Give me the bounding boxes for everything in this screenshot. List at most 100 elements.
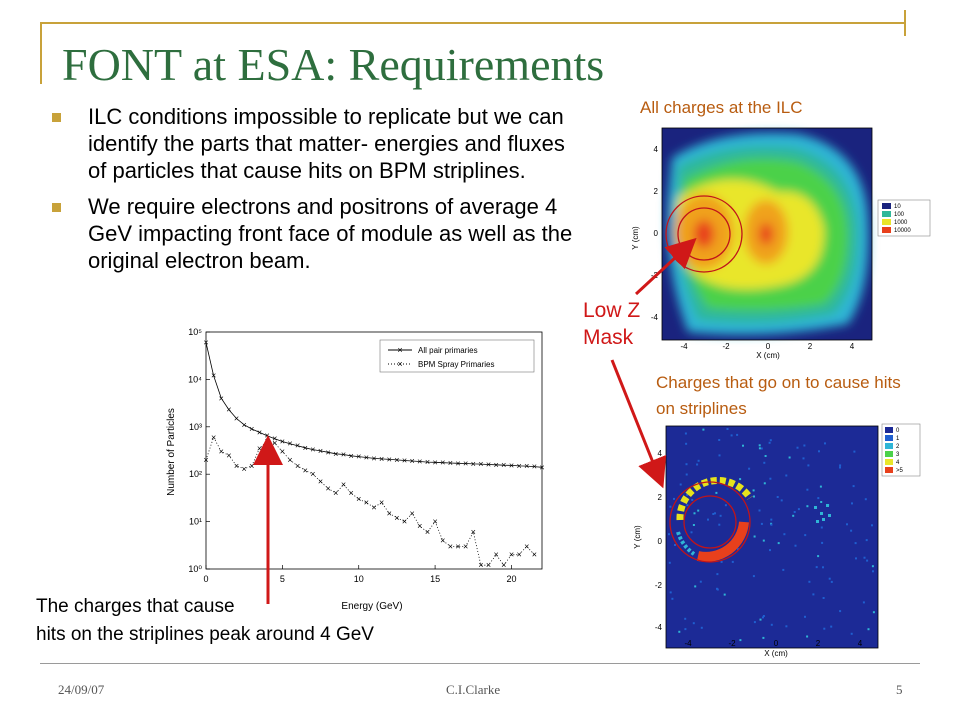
speckle <box>758 444 761 447</box>
data-point-marker: × <box>494 460 499 470</box>
speckle <box>839 610 842 613</box>
y-axis-label: Number of Particles <box>166 408 177 496</box>
speckle <box>815 566 818 569</box>
y-tick-label: 4 <box>658 449 663 458</box>
series-line <box>205 436 535 566</box>
x-tick-label: 2 <box>816 639 821 648</box>
legend-swatch <box>885 427 893 433</box>
hotspot-right <box>759 223 773 245</box>
all-charges-label: All charges at the ILC <box>640 98 803 117</box>
data-point-marker: × <box>295 441 300 451</box>
speckle <box>871 565 874 568</box>
speckle <box>812 593 815 596</box>
data-point-marker: × <box>410 508 415 518</box>
plot-frame <box>661 127 873 341</box>
data-point-marker: × <box>326 447 331 457</box>
hotspot-left <box>694 220 714 248</box>
speckle <box>715 491 718 494</box>
speckle <box>694 585 697 588</box>
speckle <box>748 467 751 470</box>
speckle <box>819 485 822 488</box>
data-point-marker: × <box>417 457 422 467</box>
speckle <box>769 477 772 480</box>
speckle <box>872 611 875 614</box>
speckle <box>804 534 807 537</box>
chart-legend: × All pair primaries × BPM Spray Primari… <box>379 339 535 373</box>
speckle <box>753 621 756 624</box>
speckle <box>780 499 783 502</box>
legend-swatch <box>882 203 891 209</box>
speckle <box>853 450 856 453</box>
data-point-marker: × <box>501 460 506 470</box>
speckle <box>702 428 705 431</box>
speckle <box>718 523 721 526</box>
y-ticks: 4 2 0 -2 -4 <box>655 449 663 632</box>
peak-caption-line1: The charges that cause <box>36 596 235 617</box>
data-point-marker: × <box>524 461 529 471</box>
data-point-marker: × <box>257 443 262 453</box>
y-tick-label: -2 <box>655 581 663 590</box>
data-point-marker: × <box>348 451 353 461</box>
speckle <box>671 597 674 600</box>
svg-text:×: × <box>397 345 402 355</box>
mask-circle-outer <box>669 481 751 563</box>
heatmap-legend: 10 100 1000 10000 <box>877 199 931 237</box>
bullet-item: ILC conditions impossible to replicate b… <box>50 103 580 184</box>
heatmap-legend: 0 1 2 3 4 >5 <box>881 423 921 477</box>
bullet-text: We require electrons and positrons of av… <box>88 194 573 273</box>
data-point-marker: × <box>356 494 361 504</box>
speckle <box>762 636 765 639</box>
speckle <box>851 502 853 505</box>
speckle <box>785 625 788 628</box>
speckle <box>828 577 831 580</box>
y-axis-label: Y (cm) <box>633 525 642 549</box>
slide-title: FONT at ESA: Requirements <box>62 39 605 90</box>
data-point-marker: × <box>486 560 491 570</box>
speckle <box>770 523 773 526</box>
speckle <box>807 464 810 467</box>
speckle <box>822 566 824 569</box>
speckle <box>753 535 756 538</box>
peak-caption-line2: hits on the striplines peak around 4 GeV <box>36 624 374 645</box>
data-point-marker: × <box>333 488 338 498</box>
speckle <box>700 626 703 629</box>
data-point-marker: × <box>318 477 323 487</box>
speckle <box>768 441 771 444</box>
data-point-marker: × <box>440 458 445 468</box>
data-series: ×××××× × × × × × × × × × × × × × × × × × × × × × × × × × × × × × × × × × ×… <box>203 338 544 571</box>
right-rule <box>904 10 906 36</box>
speckle <box>692 524 695 526</box>
x-ticks: -4 -2 0 2 4 <box>680 342 854 351</box>
data-point-marker: × <box>432 457 437 467</box>
bullet-text: ILC conditions impossible to replicate b… <box>88 104 565 183</box>
x-axis-label: Energy (GeV) <box>341 601 402 612</box>
data-point-marker: × <box>234 413 239 423</box>
speckle <box>770 518 773 521</box>
speckle <box>763 482 766 485</box>
speckle <box>685 442 688 445</box>
speckle <box>686 493 689 496</box>
speckle <box>742 444 744 447</box>
speckle <box>817 555 820 558</box>
speckle <box>823 627 826 630</box>
legend-swatch <box>885 435 893 441</box>
speckle <box>850 632 853 635</box>
speckle <box>685 473 688 476</box>
data-point-marker: × <box>478 459 483 469</box>
footer-page-number: 5 <box>896 682 903 697</box>
data-point-marker: × <box>425 527 430 537</box>
ring-cyan <box>676 531 696 556</box>
data-point-marker: × <box>287 439 292 449</box>
speckle <box>862 601 865 604</box>
speckle <box>830 580 833 583</box>
speckle <box>712 513 715 515</box>
data-point-marker: × <box>524 541 529 551</box>
speckle <box>824 442 826 445</box>
square-bullet-icon <box>52 203 61 212</box>
data-point-marker: × <box>348 488 353 498</box>
speckle <box>776 496 779 498</box>
y-axis-label: Y (cm) <box>631 226 640 250</box>
speckle <box>763 461 766 464</box>
speckle <box>872 570 874 573</box>
square-bullet-icon <box>52 113 61 122</box>
